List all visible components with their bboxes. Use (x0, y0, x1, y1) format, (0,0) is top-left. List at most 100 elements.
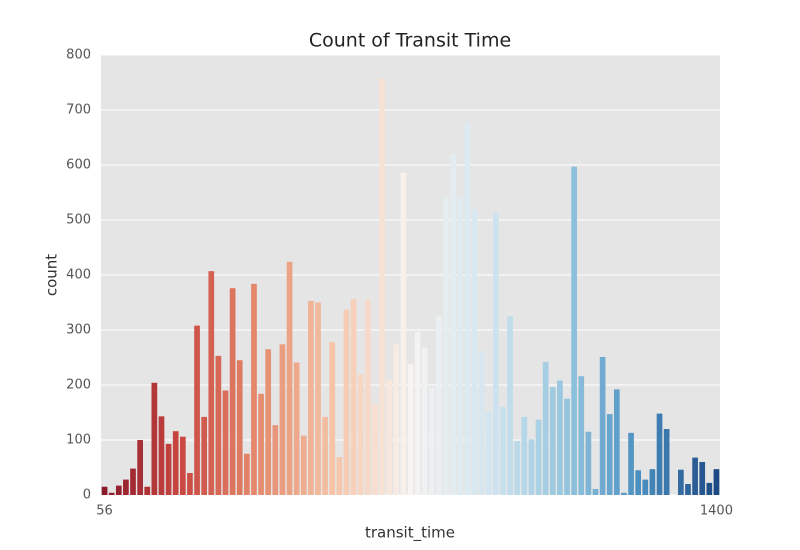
bar (151, 382, 158, 495)
y-tick-label: 700 (66, 103, 91, 118)
bar (265, 349, 272, 495)
bar (542, 361, 549, 495)
bar (692, 457, 698, 495)
bar (450, 154, 457, 495)
bar (436, 315, 442, 495)
y-tick-label: 600 (66, 158, 91, 173)
bar (535, 419, 542, 495)
bar (322, 416, 328, 495)
bar (685, 484, 691, 495)
bar (101, 486, 108, 495)
bar (621, 492, 627, 495)
bar (336, 457, 343, 495)
bar (628, 432, 634, 495)
y-tick-label: 0 (83, 488, 91, 503)
bar (421, 347, 428, 495)
bar (656, 413, 663, 495)
bar (194, 325, 200, 495)
bar (130, 468, 136, 495)
bar (208, 271, 215, 495)
bar (485, 411, 492, 495)
bar (464, 122, 471, 496)
bar (179, 436, 186, 495)
bar (507, 316, 513, 495)
bar (364, 299, 371, 495)
bar (443, 196, 449, 495)
bar (549, 387, 556, 495)
bar (699, 462, 706, 495)
y-tick-label: 500 (66, 213, 91, 228)
bar (578, 376, 585, 495)
bar (329, 342, 336, 495)
y-tick-label: 100 (66, 433, 91, 448)
bar (272, 425, 279, 495)
bar (663, 429, 670, 495)
y-tick-label: 300 (66, 323, 91, 338)
bar (635, 470, 642, 495)
bar (350, 299, 357, 495)
chart-title: Count of Transit Time (309, 30, 511, 52)
bar (215, 355, 222, 495)
bar (236, 360, 243, 495)
bar (201, 416, 208, 495)
bar (557, 380, 563, 495)
bar (521, 416, 528, 495)
bar (115, 485, 122, 495)
bar (564, 398, 570, 495)
bar (286, 261, 293, 495)
bar (108, 492, 115, 495)
y-tick-label: 400 (66, 268, 91, 283)
bar (279, 344, 286, 495)
bar (300, 435, 307, 495)
bar (514, 441, 521, 495)
x-tick-label: 1400 (700, 504, 733, 519)
bar (251, 283, 257, 495)
bar (585, 431, 592, 495)
y-tick-label: 800 (66, 48, 91, 63)
bar (599, 356, 606, 495)
bar (642, 479, 649, 495)
bar (372, 404, 378, 495)
bar (471, 209, 478, 495)
bar (571, 166, 577, 495)
bar (428, 387, 435, 495)
bar (244, 453, 250, 495)
bar (357, 374, 364, 495)
bar (400, 172, 407, 495)
bar (592, 488, 599, 495)
bar (457, 198, 464, 495)
bar (478, 350, 485, 495)
bar (258, 393, 264, 495)
bar (606, 414, 613, 495)
bar (137, 440, 143, 495)
bar (308, 300, 314, 495)
bars (101, 78, 720, 496)
bar (172, 431, 179, 495)
bar (649, 469, 656, 495)
bar (414, 332, 421, 495)
bar (229, 288, 236, 495)
bar (493, 212, 499, 495)
bar (123, 479, 129, 495)
bar (165, 443, 172, 495)
y-tick-label: 200 (66, 378, 91, 393)
bar (393, 344, 400, 495)
bar (500, 407, 506, 495)
bar (187, 473, 193, 495)
bar (293, 362, 300, 495)
bar (386, 379, 393, 495)
y-axis-label: count (43, 254, 61, 296)
bar (528, 439, 535, 495)
bar (144, 486, 151, 495)
bar (343, 309, 350, 495)
bar (379, 78, 385, 496)
bar (713, 469, 720, 495)
bar (407, 364, 414, 495)
bar (158, 416, 165, 495)
bar (706, 482, 713, 495)
bar (315, 302, 321, 495)
bar (222, 390, 229, 495)
x-axis-label: transit_time (365, 524, 455, 543)
